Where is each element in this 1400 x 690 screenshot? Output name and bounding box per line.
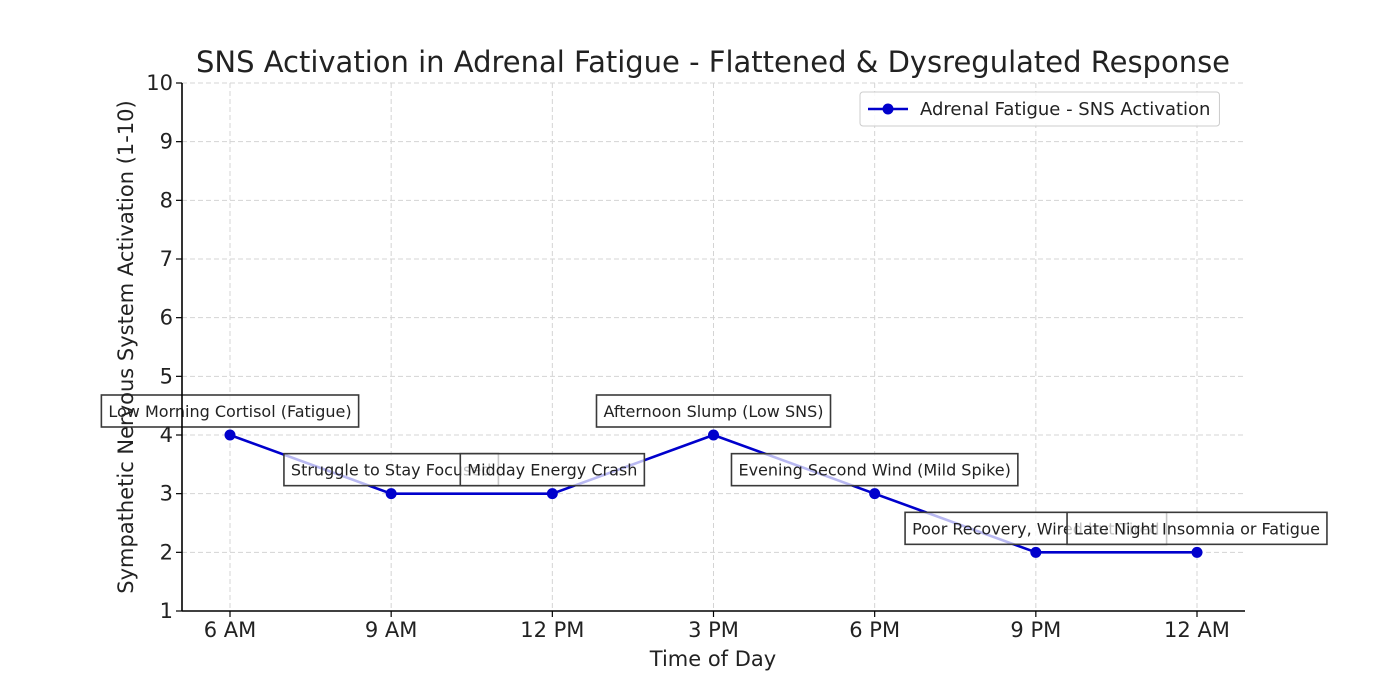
x-tick-label: 6 PM xyxy=(849,618,900,642)
annotation: Low Morning Cortisol (Fatigue) xyxy=(100,394,360,428)
data-point xyxy=(385,488,397,500)
x-tick-label: 6 AM xyxy=(204,618,257,642)
legend-label: Adrenal Fatigue - SNS Activation xyxy=(920,99,1210,120)
y-axis-ticks: 1 2 3 4 5 6 7 8 9 10 xyxy=(146,71,182,623)
data-point xyxy=(1030,546,1042,558)
annotation-box xyxy=(730,452,1019,487)
data-point xyxy=(224,429,236,441)
annotation-text: Evening Second Wind (Mild Spike) xyxy=(738,461,1010,480)
annotation: Afternoon Slump (Low SNS) xyxy=(595,394,832,428)
chart-title: SNS Activation in Adrenal Fatigue - Flat… xyxy=(196,45,1230,79)
y-tick-label: 8 xyxy=(160,188,173,212)
series-layer xyxy=(224,429,1203,558)
y-tick-label: 1 xyxy=(160,599,173,623)
y-tick-label: 6 xyxy=(160,306,173,330)
data-point xyxy=(546,488,558,500)
y-tick-label: 5 xyxy=(160,364,173,388)
annotation: Late Night Insomnia or Fatigue xyxy=(1066,511,1328,546)
annotation-text: Struggle to Stay Focused xyxy=(291,461,491,480)
annotation-box xyxy=(1066,511,1328,546)
annotation-text: Afternoon Slump (Low SNS) xyxy=(603,402,823,421)
x-tick-label: 9 PM xyxy=(1010,618,1061,642)
x-tick-label: 12 AM xyxy=(1164,618,1230,642)
annotation-box xyxy=(595,394,832,428)
annotation-text: Late Night Insomnia or Fatigue xyxy=(1074,519,1320,538)
x-tick-label: 12 PM xyxy=(520,618,584,642)
annotation: Midday Energy Crash xyxy=(459,452,646,487)
annotation: Evening Second Wind (Mild Spike) xyxy=(730,452,1019,487)
legend-marker xyxy=(882,103,894,115)
y-axis-label: Sympathetic Nervous System Activation (1… xyxy=(114,100,138,593)
y-tick-label: 4 xyxy=(160,423,173,447)
data-point xyxy=(1191,546,1203,558)
y-tick-label: 7 xyxy=(160,247,173,271)
x-axis-label: Time of Day xyxy=(649,647,776,671)
y-tick-label: 10 xyxy=(146,71,173,95)
data-point xyxy=(869,488,881,500)
annotation-box xyxy=(100,394,360,428)
annotation-box xyxy=(459,452,646,487)
annotation-text: Low Morning Cortisol (Fatigue) xyxy=(108,402,351,421)
legend: Adrenal Fatigue - SNS Activation xyxy=(859,91,1220,127)
grid xyxy=(182,82,1245,612)
data-point xyxy=(708,429,719,441)
legend-box xyxy=(859,91,1220,127)
annotation-text: Midday Energy Crash xyxy=(467,461,637,480)
y-tick-label: 3 xyxy=(160,482,173,506)
y-tick-label: 9 xyxy=(160,130,173,154)
x-tick-label: 9 AM xyxy=(365,618,418,642)
x-tick-label: 3 PM xyxy=(688,618,739,642)
annotation-layer: Low Morning Cortisol (Fatigue) Struggle t… xyxy=(100,394,1328,546)
y-tick-label: 2 xyxy=(160,540,173,564)
x-axis-ticks: 6 AM 9 AM 12 PM 3 PM 6 PM 9 PM 12 AM xyxy=(204,611,1230,642)
